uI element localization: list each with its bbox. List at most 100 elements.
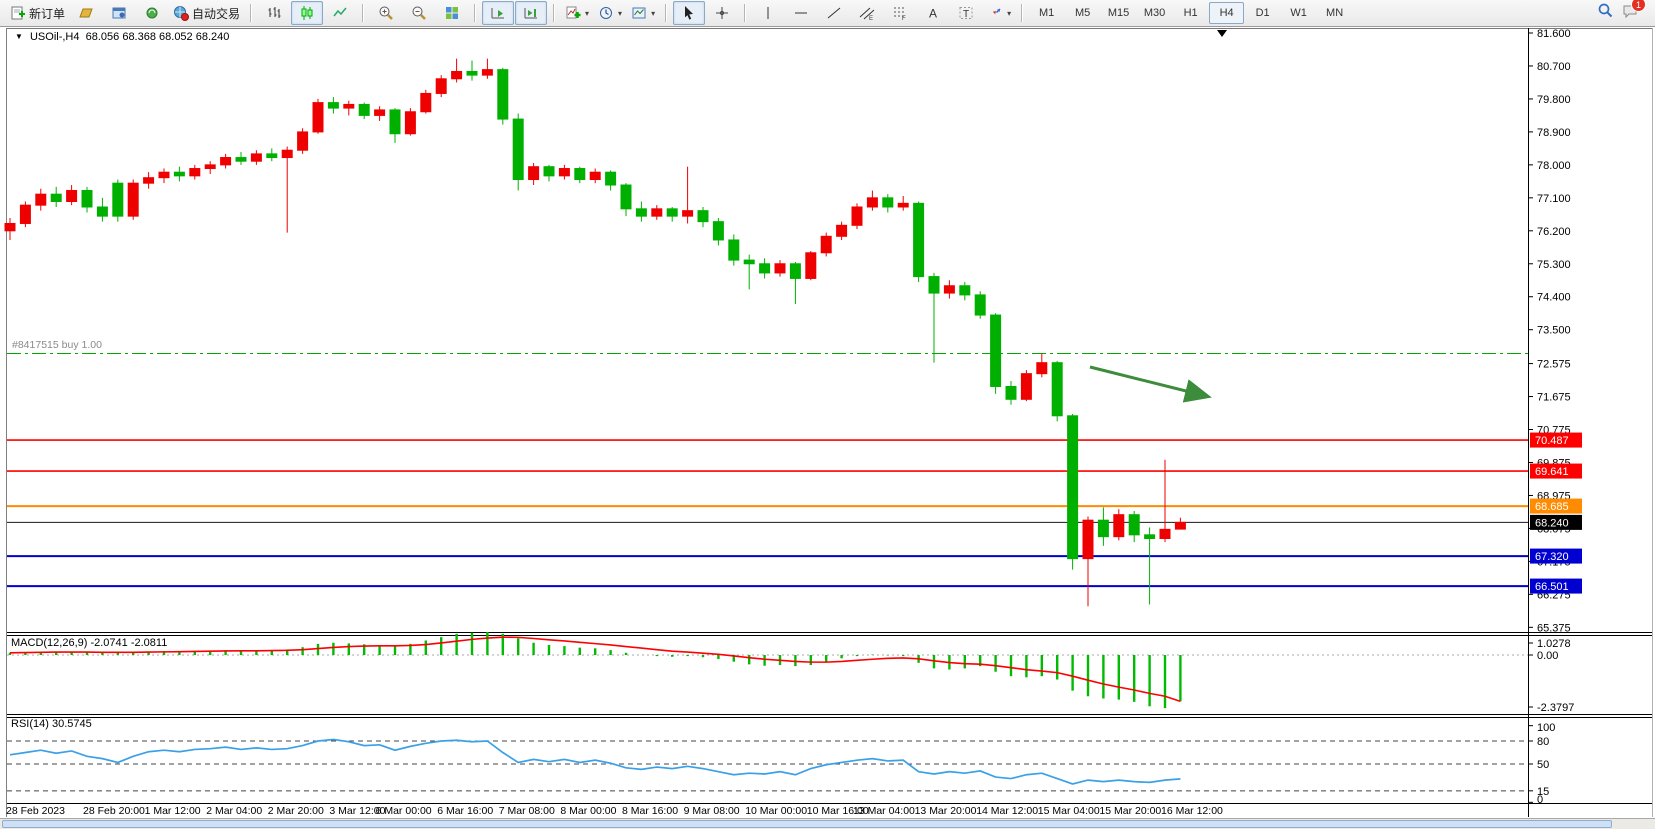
crosshair-icon [714,5,730,21]
notifications-icon[interactable]: 1 [1622,0,1646,24]
time-axis-label: 13 Mar 04:00 [853,805,915,817]
chart-shift-button[interactable] [515,1,548,25]
candle-body [404,111,416,135]
price-tick-label: 77.100 [1537,193,1571,205]
timeframe-d1-button[interactable]: D1 [1255,7,1270,19]
price-tag-label: 68.240 [1535,517,1569,529]
candle-body [759,263,771,274]
bars-icon [266,5,282,21]
cursor-button[interactable] [673,1,706,25]
horizontal-scrollbar[interactable] [0,818,1655,829]
text-button[interactable]: A [917,1,949,25]
rsi-tick-label: 50 [1537,759,1549,771]
hline-icon [793,5,809,21]
candle-body [589,171,601,181]
price-tick-label: 78.000 [1537,160,1571,172]
zoom-out-button[interactable] [403,1,435,25]
navigator-button[interactable] [136,1,168,25]
dropdown-arrow-icon[interactable]: ▾ [585,8,590,18]
candle-body [112,182,124,217]
profile-icon [78,5,94,21]
channel-icon: E [859,5,875,21]
notification-badge: 1 [1631,0,1646,12]
clock-icon [598,5,614,21]
timeframe-w1-button[interactable]: W1 [1290,7,1307,19]
symbol-dropdown-icon[interactable]: ▼ [15,32,23,41]
candle-body [204,164,216,170]
data-window-icon [111,5,127,21]
candle-body [19,204,31,224]
timeframe-m5-button[interactable]: M5 [1074,7,1091,19]
candle-body [990,314,1002,387]
arrows-button[interactable]: ▾ [983,1,1015,25]
candle-body [1082,519,1094,560]
equidistant-channel-button[interactable]: E [851,1,883,25]
line-chart-button[interactable] [324,1,356,25]
tile-windows-button[interactable] [436,1,468,25]
vertical-line-button[interactable] [752,1,784,25]
candlestick-chart-button[interactable] [291,1,324,25]
timeframe-h1-button[interactable]: H1 [1183,7,1198,19]
candle-body [297,131,309,151]
toolbar-separator [362,4,365,22]
trendline-button[interactable] [818,1,850,25]
navigator-icon [144,5,160,21]
auto-scroll-button[interactable] [482,1,515,25]
candle-body [481,69,493,76]
candle-body [974,294,986,316]
timeframe-mn-button[interactable]: MN [1326,7,1344,19]
rsi-tick-label: 100 [1537,722,1555,734]
candle-body [158,171,170,179]
crosshair-button[interactable] [706,1,738,25]
candle-body [420,92,432,113]
periods-button[interactable]: ▾ [594,1,626,25]
auto-trading-button[interactable]: 自动交易 [169,1,244,25]
price-tag-label: 67.320 [1535,551,1569,563]
candle-body [712,221,724,241]
bar-chart-button[interactable] [258,1,290,25]
candle-body [1144,534,1156,539]
timeframe-m15-button[interactable]: M15 [1107,7,1130,19]
candle-body [805,252,817,279]
timeframe-m1-button[interactable]: M1 [1038,7,1055,19]
rsi-tick-label: 0 [1537,794,1543,806]
new-order-label: 新订单 [29,6,66,21]
timeframe-m30-button[interactable]: M30 [1143,7,1166,19]
timeframe-h4-button[interactable]: H4 [1209,2,1245,24]
chart-shift-marker[interactable] [1217,30,1227,37]
price-tag [1530,514,1582,530]
rsi-indicator-label: RSI(14) 30.5745 [11,718,92,730]
scrollbar-thumb[interactable] [2,820,1612,828]
toolbar: 新订单 自动交易 ▾ ▾ ▾ E F A T ▾ M1 M5 M15 M30 H1 H4 D1 W1 MN 1 [0,0,1655,27]
trend-arrow-object[interactable] [1089,365,1212,403]
candles-icon [299,5,315,21]
macd-tick-label: 0.00 [1537,650,1558,662]
horizontal-line-button[interactable] [785,1,817,25]
candle-body [682,210,694,217]
candle-body [1020,373,1032,400]
price-tick-label: 71.675 [1537,392,1571,404]
new-order-button[interactable]: 新订单 [6,1,69,25]
textA-icon: A [925,5,941,21]
template-icon [631,5,647,21]
cursor-icon [681,5,697,21]
auto-trading-label: 自动交易 [192,6,241,21]
indicators-button[interactable]: ▾ [561,1,593,25]
templates-button[interactable]: ▾ [627,1,659,25]
macd-indicator-label: MACD(12,26,9) -2.0741 -2.0811 [11,637,168,649]
candle-body [250,153,262,162]
data-window-button[interactable] [103,1,135,25]
candle-body [1174,521,1186,530]
autoscroll-icon [490,5,506,21]
search-icon[interactable] [1597,2,1614,24]
zoom-in-button[interactable] [370,1,402,25]
dropdown-arrow-icon[interactable]: ▾ [651,8,656,18]
candle-body [789,263,801,279]
dropdown-arrow-icon[interactable]: ▾ [1007,8,1012,18]
fibonacci-button[interactable]: F [884,1,916,25]
chart-profile-button[interactable] [70,1,102,25]
dropdown-arrow-icon[interactable]: ▾ [618,8,623,18]
textT-icon: T [958,5,974,21]
linechart-icon [332,5,348,21]
text-label-button[interactable]: T [950,1,982,25]
